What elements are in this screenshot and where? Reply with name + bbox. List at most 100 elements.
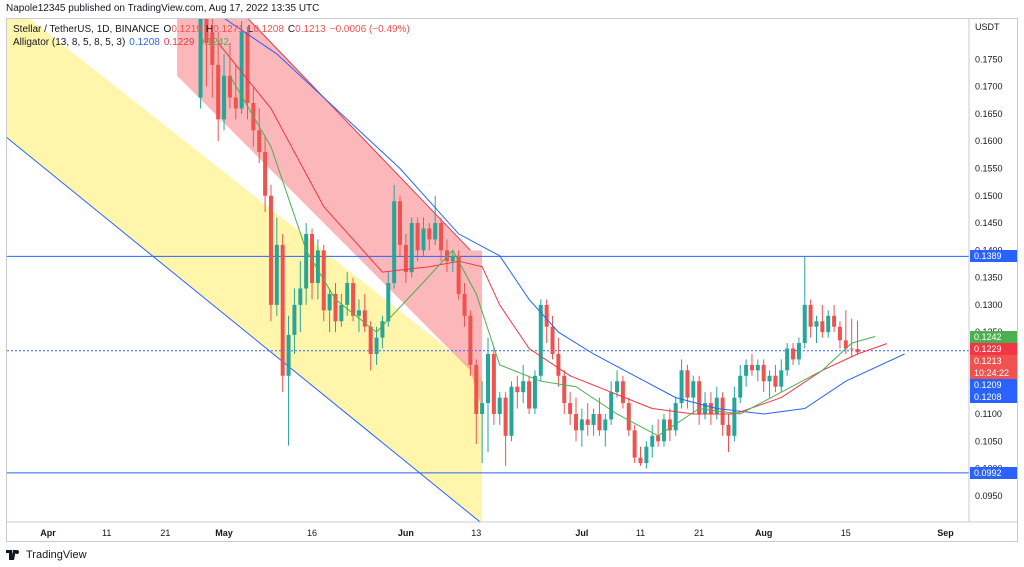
candle-down: [462, 283, 467, 327]
candle-body: [791, 348, 796, 360]
candle-body: [327, 293, 332, 311]
candle-up: [421, 217, 426, 256]
candle-body: [433, 223, 438, 240]
ohlc-low: L0.1208: [247, 24, 284, 35]
yellow-channel-lower-line: [7, 137, 481, 522]
legend-symbol-row: Stellar / TetherUS, 1D, BINANCE O0.1219 …: [13, 23, 410, 36]
price-label: 0.1229: [970, 342, 1017, 355]
candle-body: [503, 397, 508, 436]
candle-up: [714, 386, 719, 420]
candle-down: [562, 370, 567, 414]
candle-body: [673, 403, 678, 431]
candle-body: [538, 304, 543, 376]
candle-up: [755, 359, 760, 382]
candle-body: [480, 403, 485, 414]
candle-body: [268, 195, 273, 305]
horizontal-levels: [7, 255, 969, 474]
candle-body: [550, 326, 555, 354]
candle-body: [474, 364, 479, 414]
candle-up: [591, 408, 596, 436]
candle-body: [456, 255, 461, 294]
candle-body: [216, 64, 221, 120]
candle-down: [544, 299, 549, 344]
candle-down: [697, 375, 702, 425]
x-tick-label: 11: [102, 528, 111, 538]
candle-down: [233, 64, 238, 120]
y-axis-unit: USDT: [975, 22, 1000, 32]
candle-body: [257, 130, 262, 153]
candle-body: [685, 370, 690, 398]
candle-down: [843, 310, 848, 354]
candle-body: [638, 457, 643, 464]
candle-body: [820, 321, 825, 333]
x-tick-label: 15: [841, 528, 851, 538]
chart-legend: Stellar / TetherUS, 1D, BINANCE O0.1219 …: [13, 23, 410, 49]
candle-body: [568, 403, 573, 414]
candle-body: [333, 293, 338, 322]
candle-body: [403, 244, 408, 273]
candle-down: [773, 364, 778, 393]
x-tick-label: Apr: [40, 528, 56, 538]
candle-down: [656, 419, 661, 447]
candle-body: [439, 223, 444, 251]
candle-down: [263, 135, 268, 213]
price-label: 0.1209: [970, 378, 1017, 391]
candle-body: [650, 435, 655, 447]
brand-name: TradingView: [26, 549, 87, 561]
axes: USDT 0.1750 0.1700 0.1650 0.1600 0.1550 0.1500…: [7, 19, 1017, 538]
candle-down: [321, 244, 326, 322]
candle-body: [198, 19, 203, 98]
candle-down: [837, 321, 842, 349]
candle-body: [609, 392, 614, 420]
candle-up: [738, 364, 743, 404]
candle-up: [785, 343, 790, 376]
yellow-channel-zone: [7, 19, 483, 522]
candle-body: [597, 413, 602, 431]
candle-up: [661, 413, 666, 447]
candle-up: [532, 370, 537, 414]
candle-body: [444, 250, 449, 262]
candle-body: [245, 32, 250, 104]
candle-body: [732, 397, 737, 436]
candle-body: [832, 315, 837, 327]
candle-body: [726, 424, 731, 436]
y-tick-label: 0.1050: [975, 436, 1003, 446]
price-label: 0.1242: [970, 330, 1017, 343]
candle-body: [427, 228, 432, 240]
price-label: 0.0992: [970, 466, 1017, 479]
alligator-lines: [217, 19, 905, 437]
candle-down: [568, 392, 573, 425]
price-label: 0.1389: [970, 250, 1017, 263]
candle-body: [409, 223, 414, 273]
candle-down: [245, 26, 250, 120]
candle-down: [362, 293, 367, 333]
x-tick-label: May: [215, 528, 233, 538]
candle-body: [210, 32, 215, 65]
candle-body: [368, 326, 373, 354]
candle-up: [486, 337, 490, 453]
candle-body: [351, 283, 356, 316]
candle-up: [826, 310, 831, 338]
x-tick-label: Jun: [398, 528, 414, 538]
candle-up: [538, 299, 543, 382]
candle-down: [491, 348, 496, 425]
candle-up: [673, 397, 678, 436]
candle-down: [415, 217, 420, 262]
alligator-jaw-line: [224, 19, 905, 415]
candle-up: [644, 441, 649, 469]
price-label: 0.1213: [970, 354, 1017, 367]
candle-down: [439, 217, 444, 262]
y-tick-label: 0.0950: [975, 491, 1003, 501]
candle-body: [263, 152, 268, 196]
candle-body: [808, 304, 813, 327]
candle-down: [597, 397, 602, 436]
price-chart[interactable]: USDT 0.1750 0.1700 0.1650 0.1600 0.1550 0.1500…: [7, 19, 1018, 542]
alligator-teeth-value: 0.1229: [163, 37, 195, 48]
chart-pane[interactable]: USDT 0.1750 0.1700 0.1650 0.1600 0.1550 0.1500…: [6, 18, 1018, 542]
candle-body: [796, 343, 801, 360]
candle-up: [779, 359, 784, 393]
candle-up: [744, 359, 749, 387]
candle-up: [286, 315, 291, 446]
candle-body: [521, 381, 526, 393]
candle-down: [550, 315, 555, 360]
